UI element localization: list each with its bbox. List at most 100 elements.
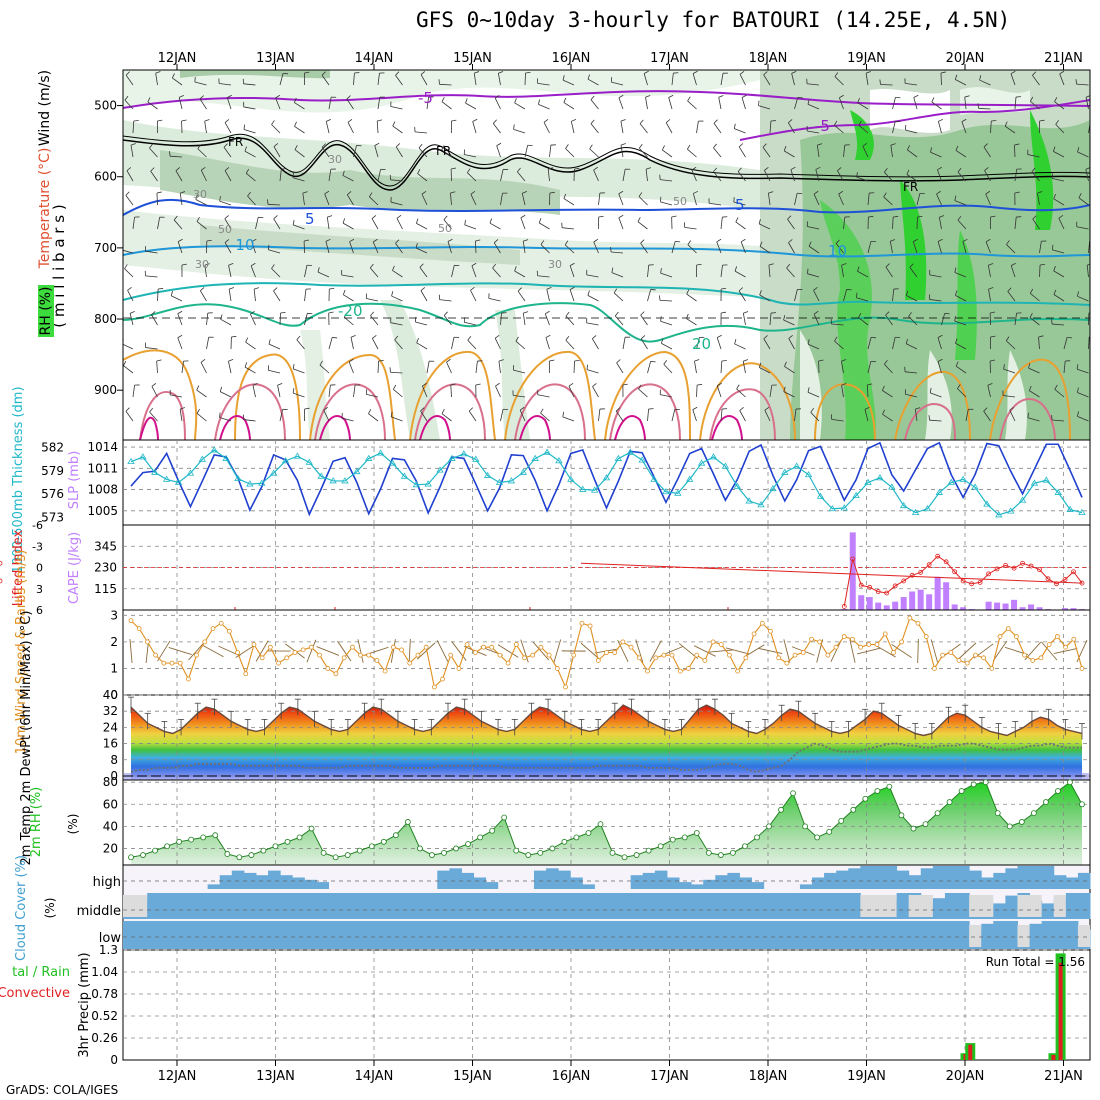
wind-barb xyxy=(493,242,501,254)
wind-barb xyxy=(908,316,918,326)
wind-barb-flag xyxy=(590,119,595,124)
wind-barb xyxy=(549,145,552,158)
wind-barb xyxy=(882,390,893,398)
wind-barb xyxy=(132,217,135,230)
wind-barb xyxy=(611,272,624,278)
wind-barb xyxy=(622,169,626,182)
wind-barb xyxy=(204,121,207,134)
wind-barb-flag xyxy=(862,142,868,147)
thickness-tick-label: 582 xyxy=(41,441,64,455)
wind-barb xyxy=(1030,293,1040,302)
rh-axis-label: 2m RH (%) xyxy=(29,787,44,858)
thickness-marker xyxy=(590,486,599,493)
wind-barb xyxy=(306,639,317,663)
wind-barb xyxy=(304,265,308,278)
wind-barb-flag xyxy=(955,361,959,367)
chart-title: GFS 0~10day 3-hourly for BATOURI (14.25E… xyxy=(416,8,1011,32)
wind-barb-flag xyxy=(545,334,551,338)
wind-speed-marker xyxy=(399,647,404,653)
wind-barb xyxy=(418,147,428,158)
wind-barb xyxy=(353,73,355,86)
precip-convective-label: Convective xyxy=(0,986,70,1001)
thickness-marker xyxy=(602,474,611,481)
wind-barb xyxy=(275,97,281,110)
wind-barb xyxy=(867,337,872,350)
cloud-cell xyxy=(473,877,487,889)
wind-barb-flag xyxy=(466,168,471,173)
wind-barb-flag xyxy=(783,315,786,321)
wind-barb xyxy=(985,241,991,254)
cloud-cover-cells xyxy=(123,866,1091,949)
wind-barb-flag xyxy=(496,142,502,146)
wind-barb xyxy=(145,347,158,350)
cloud-cell xyxy=(642,872,656,889)
wind-barb-flag xyxy=(125,407,130,412)
wind-barb xyxy=(350,337,354,350)
cloud-cell xyxy=(691,921,704,949)
rh-marker xyxy=(681,834,688,841)
wind-speed-marker xyxy=(727,652,732,658)
wind-barb-flag xyxy=(1077,411,1079,417)
wind-barb xyxy=(857,270,869,278)
cloud-gap xyxy=(969,895,994,917)
wind-barb-flag xyxy=(1038,335,1044,338)
wind-barb xyxy=(937,361,942,374)
wind-barb-flag xyxy=(618,94,624,99)
wind-barb xyxy=(500,409,504,422)
rh-marker xyxy=(176,838,183,845)
wind-barb-flag xyxy=(713,119,718,124)
wind-barb xyxy=(271,268,281,278)
thickness-marker xyxy=(317,472,325,479)
wind-barb xyxy=(720,265,723,278)
cloud-cell xyxy=(884,921,898,949)
wind-barb-flag xyxy=(1009,406,1015,411)
wind-barb-flag xyxy=(422,382,427,387)
wind-speed-marker xyxy=(866,642,872,647)
wind-speed-marker xyxy=(210,626,216,631)
wind-barb xyxy=(179,193,183,206)
cloud-cell xyxy=(449,868,462,889)
cloud-cell xyxy=(328,893,342,919)
wind-barb-flag xyxy=(763,71,768,76)
wind-barb-flag xyxy=(915,407,921,410)
wind-barb-flag xyxy=(171,73,175,79)
wind-barb xyxy=(156,361,158,374)
wind-barb-flag xyxy=(983,143,988,148)
wind-barb-flag xyxy=(857,98,860,103)
wind-barb-flag xyxy=(668,94,674,98)
wind-barb-flag xyxy=(786,263,791,269)
wind-barb-flag xyxy=(273,143,279,147)
wind-barb xyxy=(794,193,798,206)
rh-marker xyxy=(152,847,158,854)
cloud-cell xyxy=(836,893,849,919)
wind-barb xyxy=(245,173,256,182)
cloud-cell xyxy=(1017,866,1031,889)
wind-barb xyxy=(979,79,991,86)
wind-barb xyxy=(1077,295,1089,302)
wind-barb-flag xyxy=(938,118,944,122)
wind-barb-flag xyxy=(937,358,943,362)
wind-speed-marker xyxy=(923,634,929,639)
wind-barb-flag xyxy=(813,190,819,195)
wind-speed-marker xyxy=(374,658,380,663)
wind-barb xyxy=(465,102,477,110)
thickness-marker xyxy=(519,468,527,475)
wind-barb xyxy=(759,367,771,374)
cloud-cell xyxy=(558,893,571,919)
wind-barb-flag xyxy=(294,145,298,150)
wind-barb-flag xyxy=(858,120,862,126)
wind-speed-marker xyxy=(481,644,486,650)
cape-bar xyxy=(951,604,958,610)
wind-barb-flag xyxy=(810,408,815,413)
wind-barb xyxy=(127,290,134,302)
wind-barb-flag xyxy=(251,238,257,242)
wind-barb-flag xyxy=(841,383,847,386)
wind-barb xyxy=(791,73,795,86)
cape-bar xyxy=(934,576,941,610)
credit-label: GrADS: COLA/IGES xyxy=(6,1083,119,1097)
wind-barb xyxy=(443,315,452,326)
wind-barb xyxy=(353,145,357,158)
wind-barb xyxy=(940,72,942,86)
wind-barb xyxy=(892,337,896,350)
thickness-marker xyxy=(709,453,718,460)
